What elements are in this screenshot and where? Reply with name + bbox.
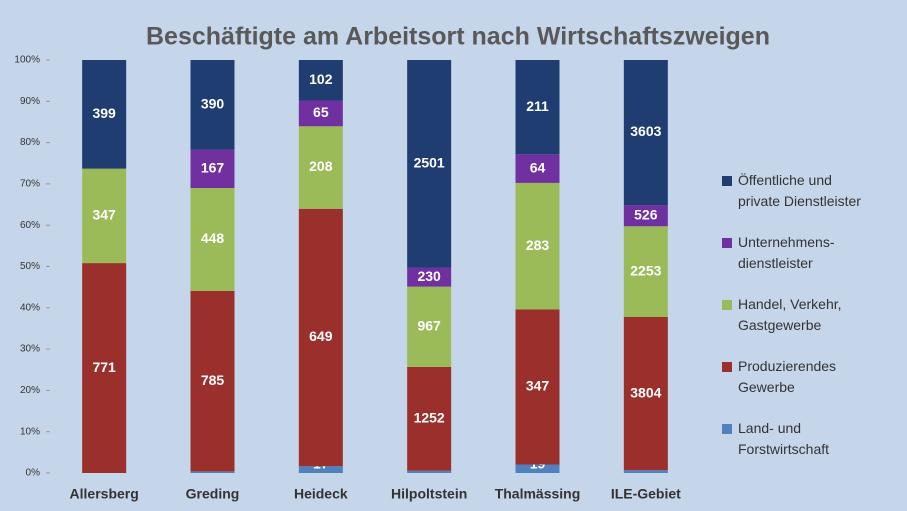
data-label: 283 — [526, 237, 550, 253]
y-tick-label: 70% — [20, 179, 40, 190]
data-label: 2501 — [414, 154, 445, 170]
bar-segment — [515, 309, 560, 465]
y-tick-label: 10% — [20, 426, 40, 437]
bar-segment — [190, 188, 235, 291]
x-tick-label: Hilpoltstein — [391, 486, 467, 502]
bar-segment — [190, 471, 235, 473]
legend-swatch — [722, 176, 732, 186]
bar-segment — [298, 60, 343, 101]
y-tick-label: 80% — [20, 137, 40, 148]
bar-segment — [407, 267, 452, 287]
legend-label: Handel, Verkehr, Gastgewerbe — [738, 296, 842, 333]
y-tick-label: 90% — [20, 96, 40, 107]
data-label: 448 — [201, 230, 225, 246]
y-tick-label: 60% — [20, 220, 40, 231]
legend-item: Handel, Verkehr, Gastgewerbe — [722, 294, 872, 356]
bar-segment — [515, 182, 560, 310]
bar-segment — [623, 470, 668, 473]
bar-segment — [82, 168, 127, 264]
bar-segment — [298, 466, 343, 473]
x-tick-label: ILE-Gebiet — [611, 486, 681, 502]
chart-title: Beschäftigte am Arbeitsort nach Wirtscha… — [146, 23, 770, 51]
data-label: 1252 — [414, 410, 445, 426]
data-label: 230 — [417, 268, 441, 284]
x-tick-label: Greding — [186, 486, 240, 502]
x-tick-label: Thalmässing — [495, 486, 581, 502]
data-label: 649 — [309, 328, 333, 344]
bar-segment — [407, 366, 452, 471]
bar-segment — [623, 226, 668, 317]
data-label: 967 — [417, 317, 441, 333]
data-label: 65 — [313, 104, 329, 120]
bar-segment — [298, 126, 343, 209]
data-label: 785 — [201, 372, 225, 388]
bar-segment — [190, 60, 235, 150]
bar-segment — [515, 464, 560, 473]
legend-label: Produzierendes Gewerbe — [738, 358, 837, 395]
y-tick-label: 100% — [14, 55, 40, 66]
bar-segment — [623, 316, 668, 471]
bar-segment — [82, 60, 127, 169]
bar-segment — [407, 286, 452, 367]
legend-label: Land- und Forstwirtschaft — [738, 420, 830, 457]
legend-item: Land- und Forstwirtschaft — [722, 418, 872, 480]
legend-swatch — [722, 362, 732, 372]
bar-segment — [298, 208, 343, 467]
legend-label: Öffentliche und private Dienstleister — [738, 172, 861, 209]
data-label: 167 — [201, 160, 225, 176]
data-label: 208 — [309, 158, 333, 174]
data-label: 3804 — [630, 384, 661, 400]
legend-item: Unternehmens-dienstleister — [722, 232, 872, 294]
data-label: 3603 — [630, 123, 661, 139]
x-tick-label: Allersberg — [70, 486, 139, 502]
legend-item: Produzierendes Gewerbe — [722, 356, 872, 418]
data-label: 347 — [92, 207, 116, 223]
bar-segment — [515, 60, 560, 155]
bar-segment — [623, 205, 668, 227]
legend-item: Öffentliche und private Dienstleister — [722, 170, 872, 232]
data-label: 390 — [201, 96, 225, 112]
y-tick-label: 20% — [20, 385, 40, 396]
data-label: 347 — [526, 378, 550, 394]
y-tick-label: 30% — [20, 344, 40, 355]
bar-segment — [298, 100, 343, 127]
bar-segment — [623, 60, 668, 206]
data-label: 102 — [309, 71, 333, 87]
legend: Öffentliche und private Dienstleister Unt… — [722, 170, 872, 480]
data-label: 211 — [526, 98, 549, 114]
legend-label: Unternehmens-dienstleister — [738, 234, 835, 271]
data-label: 399 — [92, 105, 116, 121]
y-tick-label: 40% — [20, 302, 40, 313]
bar-segment — [407, 60, 452, 268]
legend-swatch — [722, 300, 732, 310]
bar-segment — [190, 290, 235, 472]
y-tick-label: 0% — [26, 468, 41, 479]
data-label: 2253 — [630, 262, 661, 278]
legend-swatch — [722, 424, 732, 434]
x-tick-label: Heideck — [294, 486, 348, 502]
data-label: 64 — [530, 159, 546, 175]
data-label: 526 — [634, 206, 658, 222]
y-tick-label: 50% — [20, 261, 40, 272]
bar-segment — [407, 470, 452, 473]
bar-segment — [190, 149, 235, 189]
bar-segment — [82, 263, 127, 473]
legend-swatch — [722, 238, 732, 248]
bar-segment — [515, 154, 560, 183]
data-label: 771 — [92, 359, 116, 375]
